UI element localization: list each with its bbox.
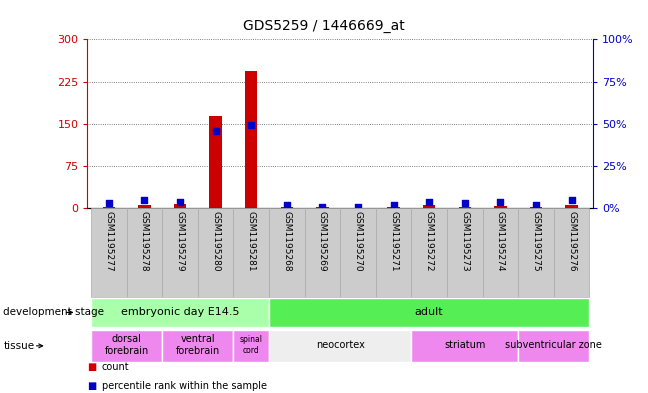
Bar: [411, 208, 447, 297]
Text: GSM1195280: GSM1195280: [211, 211, 220, 272]
Text: GSM1195277: GSM1195277: [104, 211, 113, 272]
Bar: [281, 207, 293, 208]
Point: [495, 198, 505, 205]
Text: GSM1195275: GSM1195275: [531, 211, 540, 272]
Text: neocortex: neocortex: [316, 340, 365, 350]
Text: spinal
cord: spinal cord: [240, 336, 262, 355]
Bar: [91, 298, 269, 327]
Point: [388, 202, 399, 208]
Point: [211, 127, 221, 134]
Bar: [209, 116, 222, 208]
Text: tissue: tissue: [3, 341, 34, 351]
Bar: [554, 208, 590, 297]
Bar: [459, 207, 471, 208]
Bar: [162, 208, 198, 297]
Point: [566, 196, 577, 203]
Text: GSM1195271: GSM1195271: [389, 211, 398, 272]
Point: [531, 202, 541, 208]
Bar: [269, 298, 590, 327]
Point: [424, 198, 434, 205]
Text: GSM1195274: GSM1195274: [496, 211, 505, 272]
Point: [459, 200, 470, 206]
Text: percentile rank within the sample: percentile rank within the sample: [102, 381, 267, 391]
Point: [139, 196, 150, 203]
Text: count: count: [102, 362, 130, 373]
Text: ■: ■: [87, 362, 97, 373]
Bar: [233, 208, 269, 297]
Bar: [376, 208, 411, 297]
Text: GSM1195268: GSM1195268: [283, 211, 292, 272]
Point: [246, 122, 257, 129]
Bar: [269, 208, 305, 297]
Text: GSM1195273: GSM1195273: [460, 211, 469, 272]
Bar: [565, 205, 578, 208]
Bar: [91, 330, 162, 362]
Bar: [233, 330, 269, 362]
Text: GSM1195281: GSM1195281: [247, 211, 256, 272]
Bar: [483, 208, 518, 297]
Text: GSM1195270: GSM1195270: [354, 211, 362, 272]
Point: [175, 198, 185, 205]
Point: [282, 202, 292, 208]
Bar: [126, 208, 162, 297]
Point: [318, 204, 328, 210]
Bar: [245, 72, 257, 208]
Bar: [530, 207, 542, 208]
Bar: [411, 330, 518, 362]
Bar: [494, 206, 507, 208]
Text: GSM1195269: GSM1195269: [318, 211, 327, 272]
Bar: [388, 207, 400, 208]
Text: striatum: striatum: [444, 340, 485, 350]
Text: adult: adult: [415, 307, 443, 317]
Bar: [518, 208, 554, 297]
Text: ■: ■: [87, 381, 97, 391]
Bar: [447, 208, 483, 297]
Point: [353, 204, 363, 210]
Text: embryonic day E14.5: embryonic day E14.5: [121, 307, 239, 317]
Bar: [162, 330, 233, 362]
Bar: [305, 208, 340, 297]
Text: dorsal
forebrain: dorsal forebrain: [104, 334, 149, 356]
Text: ventral
forebrain: ventral forebrain: [176, 334, 220, 356]
Bar: [91, 208, 126, 297]
Bar: [316, 207, 329, 208]
Bar: [340, 208, 376, 297]
Text: development stage: development stage: [3, 307, 104, 318]
Text: GSM1195279: GSM1195279: [176, 211, 185, 272]
Text: subventricular zone: subventricular zone: [505, 340, 602, 350]
Text: GSM1195276: GSM1195276: [567, 211, 576, 272]
Bar: [102, 207, 115, 208]
Point: [104, 200, 114, 206]
Text: GSM1195278: GSM1195278: [140, 211, 149, 272]
Text: GSM1195272: GSM1195272: [424, 211, 434, 272]
Bar: [198, 208, 233, 297]
Bar: [138, 206, 150, 208]
Text: GDS5259 / 1446669_at: GDS5259 / 1446669_at: [243, 18, 405, 33]
Bar: [423, 206, 435, 208]
Bar: [174, 204, 186, 208]
Bar: [269, 330, 411, 362]
Bar: [518, 330, 590, 362]
